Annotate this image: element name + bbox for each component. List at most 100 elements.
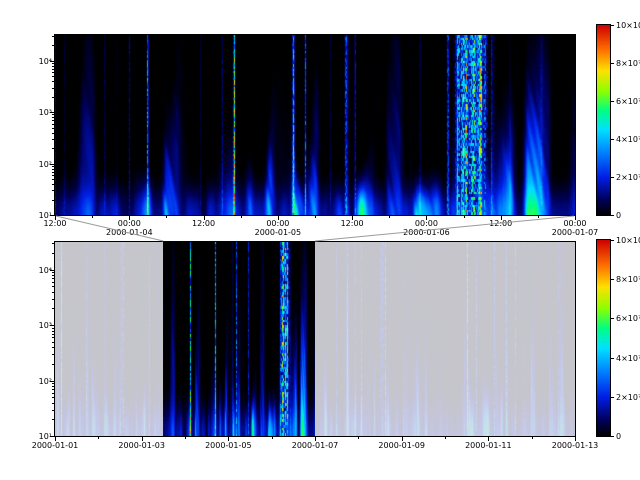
y-tick-minor [52,272,54,273]
x-tick-time-label: 12:00 [340,219,364,228]
overview-dimmed-right [315,242,575,436]
y-tick-major [50,270,54,271]
x-tick-minor [315,216,316,218]
x-tick-major [575,216,576,220]
y-tick-label: 10¹ [38,432,52,441]
x-tick-minor [272,437,273,439]
y-tick-minor [52,45,54,46]
y-tick-minor [52,342,54,343]
x-tick-major [55,437,56,441]
x-tick-major [204,216,205,220]
colorbar-tick-label: 4×10⁷ [616,353,640,363]
x-tick-date-label: 2000-01-09 [378,441,425,450]
y-tick-label: 10² [38,376,52,386]
y-tick-major [50,61,54,62]
x-tick-minor [185,437,186,439]
y-tick-minor [52,328,54,329]
x-tick-minor [358,437,359,439]
y-tick-minor [52,166,54,167]
x-tick-time-label: 00:00 [266,219,290,228]
y-tick-minor [52,139,54,140]
x-tick-time-label: 00:00 [117,219,141,228]
x-tick-major [402,437,403,441]
y-tick-minor [52,286,54,287]
colorbar-tick [611,358,614,359]
x-tick-major [575,437,576,441]
colorbar-tick [611,436,614,437]
x-tick-major [488,437,489,441]
colorbar-tick-label: 2×10⁷ [616,173,640,182]
x-tick-minor [445,437,446,439]
y-tick-label: 10¹ [38,211,52,220]
colorbar-tick-label: 8×10⁷ [616,59,640,68]
colorbar-tick-label: 10×10⁷ [616,236,640,245]
x-tick-date-label: 2000-01-05 [254,228,302,237]
y-tick-major [50,381,54,382]
colorbar-tick-label: 10×10⁷ [616,21,640,30]
x-tick-time-label: 00:00 [414,219,438,228]
y-tick-minor [52,364,54,365]
y-tick-minor [52,253,54,254]
x-tick-date-label: 2000-01-11 [465,441,512,450]
y-tick-minor [52,175,54,176]
y-tick-minor [52,124,54,125]
y-tick-minor [52,36,54,37]
colorbar-tick [611,63,614,64]
y-tick-minor [52,393,54,394]
y-tick-minor [52,69,54,70]
colorbar-tick [611,25,614,26]
zoom-heatmap-canvas [55,35,575,215]
y-tick-minor [52,278,54,279]
x-tick-date-label: 2000-01-03 [118,441,165,450]
y-tick-minor [52,190,54,191]
y-tick-minor [52,292,54,293]
x-tick-date-label: 2000-01-01 [31,441,79,450]
colorbar-tick-label: 4×10⁷ [616,135,640,144]
x-tick-minor [389,216,390,218]
y-tick-label: 10⁴ [38,265,52,275]
colorbar-zoom [597,25,610,215]
colorbar-overview [597,240,610,436]
colorbar-tick [611,101,614,102]
y-tick-minor [52,97,54,98]
colorbar-tick [611,177,614,178]
x-tick-major [228,437,229,441]
x-tick-time-label: 12:00 [43,219,67,228]
x-tick-minor [92,216,93,218]
y-tick-minor [52,172,54,173]
y-tick-minor [52,117,54,118]
y-tick-minor [52,383,54,384]
y-tick-minor [52,331,54,332]
y-tick-major [50,215,54,216]
y-tick-minor [52,200,54,201]
colorbar-tick-label: 0 [616,432,622,441]
y-tick-minor [52,81,54,82]
zoom-window[interactable] [163,242,315,436]
y-tick-major [50,436,54,437]
colorbar-tick [611,215,614,216]
y-tick-minor [52,133,54,134]
x-tick-minor [538,216,539,218]
y-tick-minor [52,386,54,387]
y-tick-major [50,325,54,326]
y-tick-minor [52,282,54,283]
colorbar-tick [611,397,614,398]
x-tick-minor [98,437,99,439]
y-tick-minor [52,397,54,398]
x-tick-date-label: 2000-01-05 [205,441,252,450]
y-tick-minor [52,66,54,67]
x-tick-minor [166,216,167,218]
x-tick-major [278,216,279,220]
y-tick-label: 10³ [38,108,52,118]
x-tick-major [315,437,316,441]
x-tick-date-label: 2000-01-13 [551,441,599,450]
y-tick-minor [52,419,54,420]
x-tick-date-label: 2000-01-04 [106,228,153,237]
x-tick-major [142,437,143,441]
x-tick-date-label: 2000-01-06 [403,228,450,237]
y-tick-minor [52,347,54,348]
y-tick-minor [52,403,54,404]
x-tick-time-label: 00:00 [563,219,587,228]
colorbar-tick-label: 6×10⁷ [616,97,640,106]
